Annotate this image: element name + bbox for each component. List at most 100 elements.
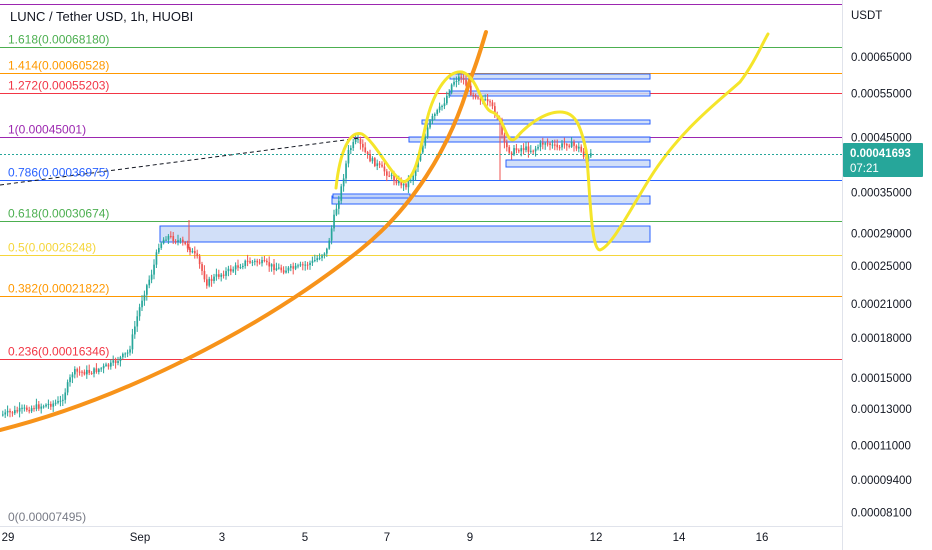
candle-body — [18, 407, 21, 412]
candle-body — [321, 255, 323, 258]
candle-body — [424, 136, 427, 146]
candle-body — [582, 151, 585, 157]
currency-label: USDT — [851, 10, 882, 22]
time-tick-label: 5 — [302, 532, 308, 544]
candle-body — [352, 142, 355, 149]
candle-body — [83, 371, 86, 375]
candle-body — [561, 143, 563, 148]
candle-body — [208, 278, 211, 286]
price-tick-label: 0.00021000 — [851, 299, 912, 311]
candle-body — [100, 368, 103, 370]
candle-body — [251, 261, 254, 263]
price-zone — [449, 73, 651, 80]
price-axis[interactable]: 0.00065000 0.00055000 0.00045000 0.00035000… — [851, 52, 912, 520]
fib-label: 1.272(0.00055203) — [8, 79, 109, 93]
candle-body — [4, 412, 7, 415]
candle-body — [395, 180, 398, 184]
candle-body — [318, 257, 321, 259]
candle-body — [532, 150, 535, 152]
candle-body — [71, 374, 74, 378]
candle-body — [402, 183, 405, 186]
candle-body — [491, 102, 494, 107]
candle-body — [304, 264, 307, 266]
candle-body — [458, 76, 460, 82]
candle-body — [590, 153, 592, 157]
candle-body — [347, 150, 350, 164]
candle-body — [414, 167, 417, 176]
time-tick-label: 16 — [756, 532, 769, 544]
candle-body — [62, 399, 64, 401]
candle-body — [383, 166, 386, 172]
parabolic-curve — [0, 30, 488, 432]
candle-body — [215, 274, 218, 277]
candle-body — [160, 243, 163, 248]
candle-body — [513, 148, 515, 155]
candle-body — [359, 138, 362, 144]
candle-body — [105, 364, 107, 366]
candle-body — [11, 412, 14, 414]
candle-body — [201, 264, 203, 271]
candle-body — [28, 409, 31, 412]
candle-body — [539, 142, 542, 147]
candle-body — [45, 404, 47, 407]
candle-body — [390, 174, 393, 176]
candle-body — [220, 274, 223, 277]
candle-body — [472, 94, 475, 96]
price-zone — [505, 159, 651, 168]
dashed-trendline — [0, 137, 361, 186]
candle-body — [23, 407, 26, 409]
candle-body — [422, 145, 424, 153]
fib-labels: 1.618(0.00068180) 1.414(0.00060528) 1.272(… — [8, 33, 109, 525]
candle-body — [357, 138, 359, 140]
current-price-badge — [843, 143, 923, 177]
time-tick-label: 3 — [219, 532, 225, 544]
candle-body — [86, 369, 88, 375]
candle-body — [474, 95, 477, 98]
candle-body — [278, 267, 280, 269]
candle-body — [338, 200, 340, 209]
candle-body — [150, 274, 153, 280]
candle-body — [530, 150, 532, 152]
candle-body — [328, 240, 331, 249]
price-tick-label: 0.00011000 — [851, 441, 911, 453]
candle-body — [177, 240, 179, 242]
candle-body — [124, 353, 127, 355]
candle-body — [179, 239, 182, 241]
candle-body — [196, 253, 199, 257]
candle-body — [587, 156, 590, 160]
candle-body — [306, 264, 309, 266]
candle-body — [398, 180, 400, 184]
candle-body — [6, 410, 9, 413]
candle-body — [417, 160, 419, 168]
candle-body — [484, 99, 487, 101]
candle-body — [450, 84, 453, 93]
candle-body — [2, 414, 4, 416]
candle-body — [136, 316, 139, 327]
candle-body — [191, 251, 194, 253]
candle-body — [527, 146, 530, 152]
fib-lines — [0, 4, 842, 360]
candle-body — [189, 248, 191, 253]
candle-body — [443, 103, 446, 107]
candle-body — [249, 261, 251, 263]
current-price-box: 0.00041693 07:21 — [843, 143, 923, 177]
candle-body — [503, 134, 506, 143]
candle-body — [50, 403, 52, 407]
candle-body — [460, 76, 463, 79]
price-tick-label: 0.00035000 — [851, 187, 912, 199]
candle-body — [234, 265, 237, 270]
candle-body — [446, 95, 448, 104]
candle-body — [335, 208, 338, 215]
time-axis[interactable]: 29 Sep 3 5 7 9 12 14 16 — [2, 532, 769, 544]
candle-body — [477, 97, 479, 99]
candle-body — [309, 262, 311, 265]
candle-body — [292, 266, 295, 269]
candle-body — [16, 410, 19, 412]
candle-body — [563, 143, 566, 145]
candle-body — [210, 278, 213, 281]
candle-body — [9, 410, 11, 413]
candle-body — [81, 371, 83, 373]
candle-body — [371, 158, 374, 162]
